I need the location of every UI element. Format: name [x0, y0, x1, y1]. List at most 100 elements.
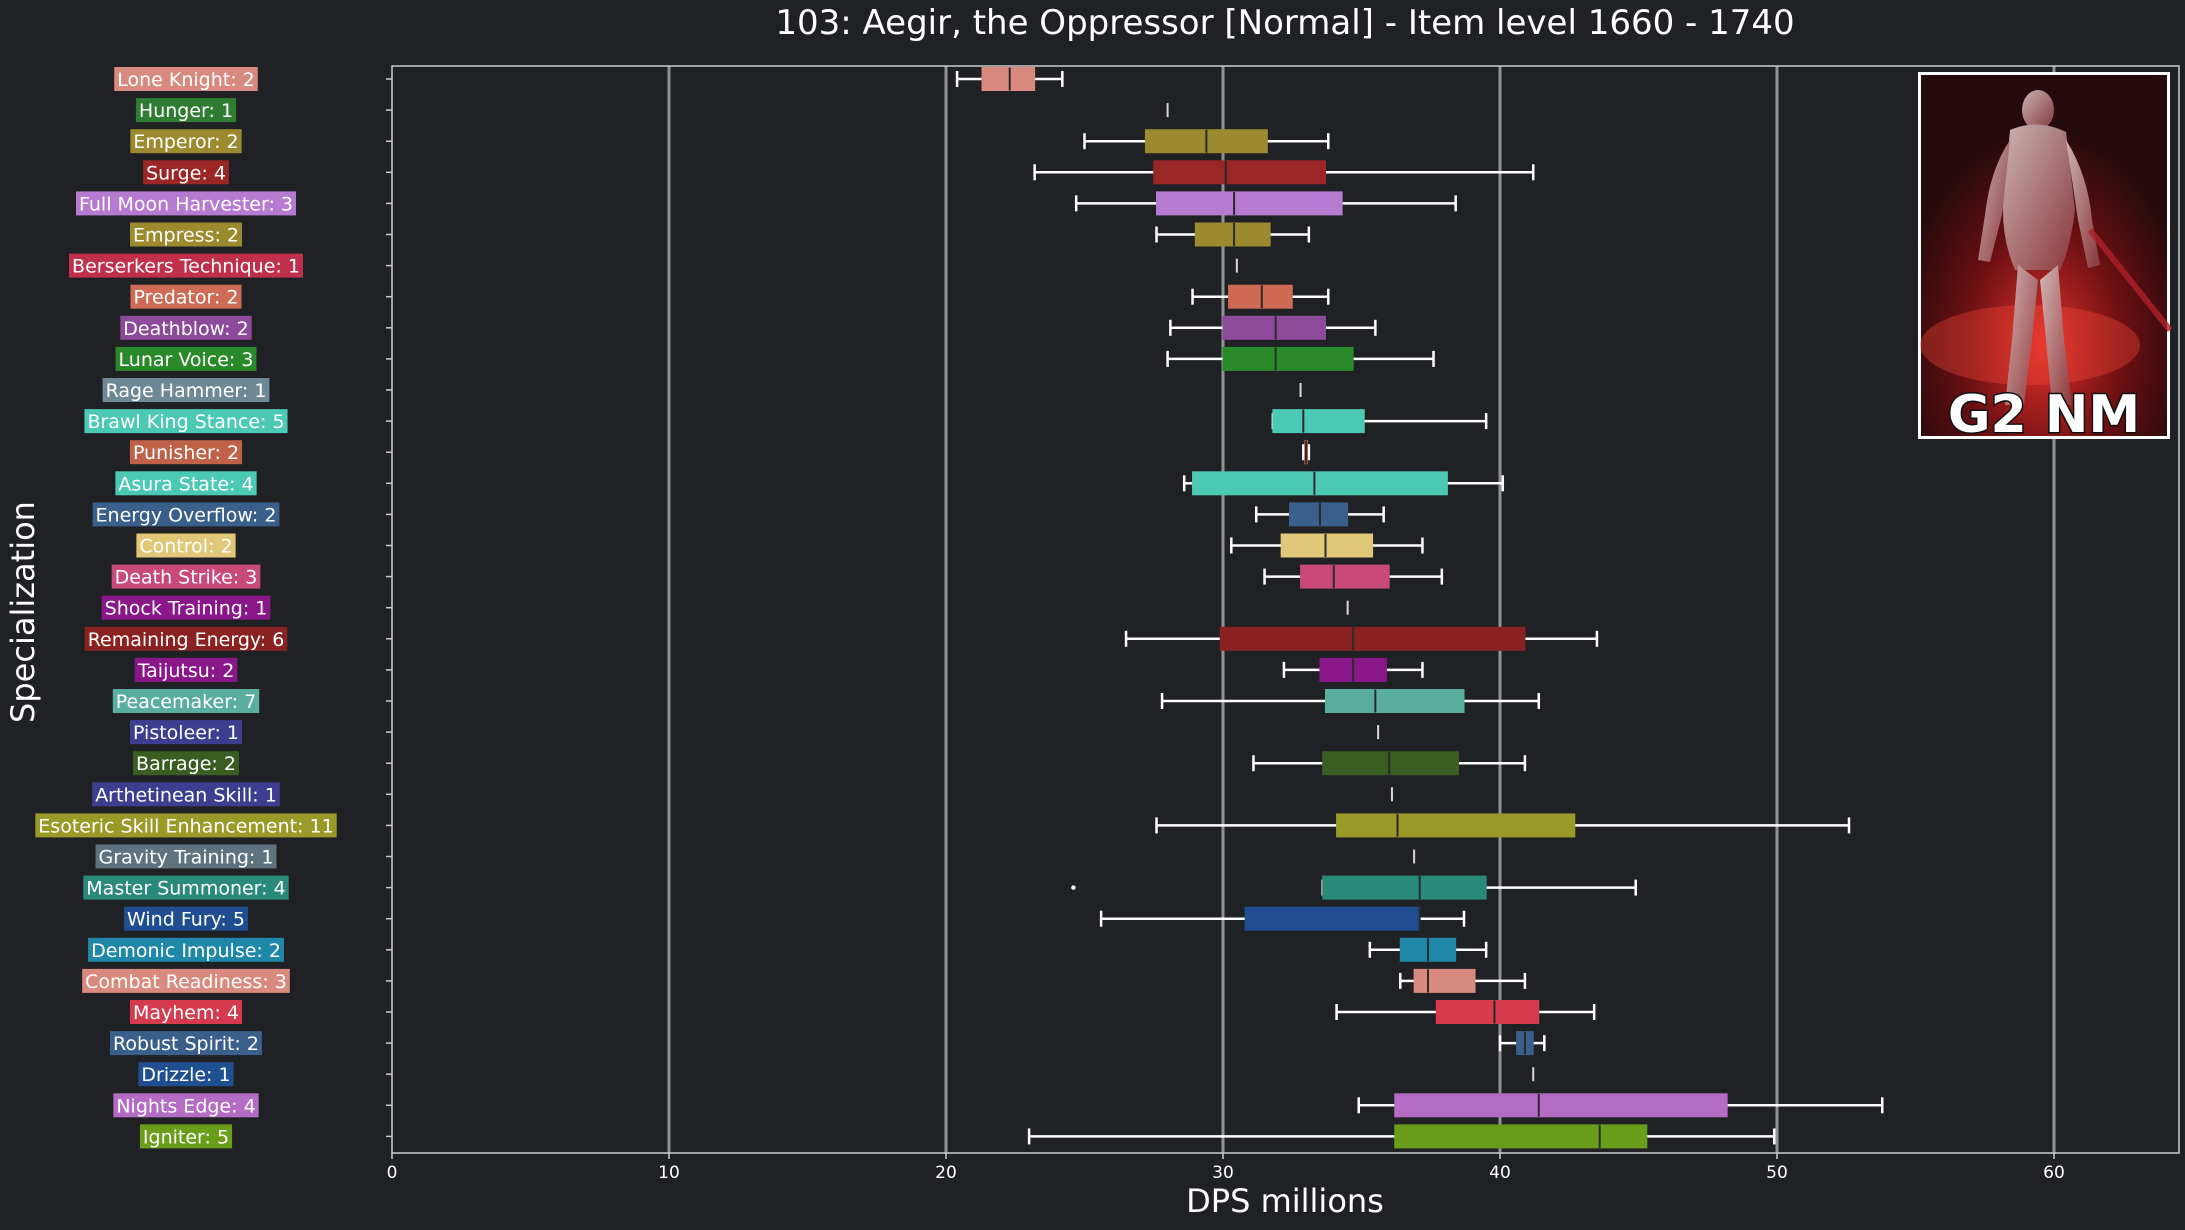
category-label: Control: 2	[136, 533, 236, 558]
category-label-bg	[69, 253, 303, 278]
category-label-text: Peacemaker: 7	[116, 691, 256, 713]
category-label: Full Moon Harvester: 3	[76, 191, 296, 216]
category-label-text: Energy Overflow: 2	[96, 504, 277, 526]
category-label-text: Deathblow: 2	[123, 318, 248, 340]
box-group	[955, 67, 1064, 91]
category-label: Taijutsu: 2	[134, 657, 238, 682]
box-group	[1182, 471, 1505, 496]
box-group	[1191, 284, 1330, 309]
box-group	[1033, 160, 1535, 185]
x-tick-label: 50	[1766, 1163, 1788, 1183]
iqr-box	[1394, 1124, 1648, 1149]
box-group	[1357, 1093, 1884, 1118]
category-label-bg	[139, 1124, 233, 1149]
plot-frame	[391, 65, 2180, 1154]
chart-title: 103: Aegir, the Oppressor [Normal] - Ite…	[775, 3, 1794, 43]
category-label-bg	[138, 1062, 234, 1087]
category-label: Peacemaker: 7	[112, 689, 260, 713]
category-label-text: Asura State: 4	[118, 473, 253, 495]
category-label-bg	[113, 1093, 259, 1118]
category-label: Demonic Impulse: 2	[88, 937, 284, 962]
category-label: Wind Fury: 5	[124, 906, 248, 931]
category-label: Asura State: 4	[115, 471, 257, 496]
iqr-box	[1228, 284, 1293, 309]
x-tick-label: 10	[658, 1163, 680, 1183]
iqr-box	[1222, 315, 1326, 340]
category-label-bg	[76, 191, 296, 216]
box-group	[1252, 751, 1527, 776]
category-label-text: Death Strike: 3	[115, 567, 258, 589]
category-label-bg	[95, 844, 277, 869]
category-label-text: Shock Training: 1	[105, 598, 268, 620]
boss-badge: G2 NM	[1948, 385, 2140, 445]
box-group	[1335, 1000, 1596, 1024]
iqr-box	[1219, 626, 1526, 651]
category-label-text: Robust Spirit: 2	[113, 1033, 259, 1055]
iqr-box	[981, 67, 1036, 91]
category-label-bg	[101, 595, 271, 620]
box-group	[1099, 906, 1466, 931]
category-label: Combat Readiness: 3	[82, 968, 290, 993]
category-label-bg	[115, 471, 257, 496]
category-label-bg	[129, 440, 243, 465]
box-group	[1271, 409, 1488, 434]
iqr-box	[1244, 906, 1421, 931]
category-label: Nights Edge: 4	[113, 1093, 259, 1118]
box-group	[1166, 346, 1435, 371]
category-label: Brawl King Stance: 5	[84, 409, 288, 434]
category-label: Esoteric Skill Enhancement: 11	[35, 813, 337, 838]
category-label-text: Barrage: 2	[136, 753, 236, 775]
category-label-bg	[84, 409, 288, 434]
category-label: Igniter: 5	[139, 1124, 233, 1149]
category-label: Remaining Energy: 6	[84, 626, 288, 651]
category-label-text: Predator: 2	[134, 287, 239, 309]
iqr-box	[1300, 564, 1390, 589]
category-label: Drizzle: 1	[138, 1062, 234, 1087]
category-label: Robust Spirit: 2	[110, 1031, 262, 1056]
category-label: Shock Training: 1	[101, 595, 271, 620]
category-label-bg	[92, 782, 280, 807]
category-label: Barrage: 2	[133, 751, 239, 776]
category-label: Deathblow: 2	[120, 315, 252, 340]
category-label: Rage Hammer: 1	[102, 378, 270, 402]
box-group	[1071, 875, 1637, 900]
boss-thumbnail: G2 NM	[1918, 72, 2173, 447]
x-tick-label: 40	[1489, 1163, 1511, 1183]
category-label-text: Mayhem: 4	[133, 1002, 239, 1024]
category-label: Lunar Voice: 3	[115, 346, 257, 371]
category-label-text: Taijutsu: 2	[137, 660, 235, 682]
category-label-text: Brawl King Stance: 5	[87, 411, 284, 433]
category-label-bg	[130, 222, 242, 247]
category-label-bg	[133, 751, 239, 776]
box-group	[1230, 533, 1424, 558]
iqr-box	[1156, 191, 1343, 216]
category-label-bg	[84, 626, 288, 651]
box-group	[1155, 222, 1311, 247]
box-group	[1074, 191, 1457, 216]
category-label: Pistoleer: 1	[130, 720, 242, 745]
iqr-box	[1413, 968, 1476, 993]
category-label-bg	[120, 315, 252, 340]
category-label-text: Hunger: 1	[139, 100, 233, 122]
category-label-bg	[124, 906, 248, 931]
category-label-text: Igniter: 5	[143, 1126, 229, 1148]
category-label-text: Combat Readiness: 3	[85, 971, 287, 993]
category-label-text: Surge: 4	[146, 162, 226, 184]
category-label: Gravity Training: 1	[95, 844, 277, 869]
grid-layer	[667, 66, 2056, 1153]
category-label-text: Berserkers Technique: 1	[72, 256, 300, 278]
iqr-box	[1192, 471, 1448, 496]
category-label: Energy Overflow: 2	[92, 502, 280, 527]
category-label-bg	[114, 67, 258, 91]
category-label-bg	[136, 533, 236, 558]
category-label-bg	[111, 564, 261, 589]
category-label-bg	[115, 346, 257, 371]
category-label-bg	[129, 1000, 243, 1024]
box-layer	[955, 67, 1884, 1149]
iqr-box	[1288, 502, 1349, 527]
category-label-text: Esoteric Skill Enhancement: 11	[38, 815, 333, 837]
iqr-box	[1194, 222, 1271, 247]
category-label: Predator: 2	[130, 284, 242, 309]
category-label-text: Lone Knight: 2	[117, 69, 255, 91]
